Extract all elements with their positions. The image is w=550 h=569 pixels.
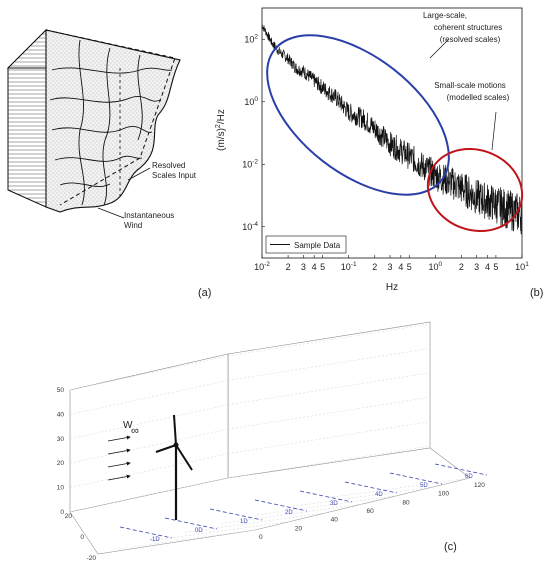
x-tick-label: 40 <box>331 517 339 524</box>
z-tick-label: 40 <box>57 411 65 418</box>
x-tick-label: 120 <box>474 482 485 489</box>
x-tick-label: 3 <box>301 262 306 272</box>
resolved-label-2: Scales Input <box>152 171 197 180</box>
wind-label-2: Wind <box>124 221 142 230</box>
x-tick-label: 4 <box>398 262 403 272</box>
freestream-symbol: W <box>123 420 133 431</box>
x-tick-label: 100 <box>438 491 449 498</box>
y-axis-label: (m/s)2/Hz <box>215 109 227 151</box>
wind-arrow <box>107 448 131 455</box>
x-tick-label: 2 <box>459 262 464 272</box>
large-scale-label-2: coherent structures <box>434 23 502 32</box>
small-scale-label-2: (modelled scales) <box>447 93 510 102</box>
large-scale-label-1: Large-scale, <box>423 11 467 20</box>
freestream-subscript: ∞ <box>131 425 139 437</box>
grid-lines <box>69 323 471 550</box>
z-tick-label: 30 <box>57 436 65 443</box>
dashed-outline <box>45 29 176 206</box>
diameter-label: 0D <box>195 528 203 534</box>
wind-arrow <box>107 435 131 442</box>
plot-area <box>261 7 523 259</box>
x-tick-label: 10-1 <box>341 261 357 272</box>
large-scale-pointer <box>429 39 449 59</box>
y-tick-label: 10-2 <box>242 158 258 169</box>
diameter-line <box>209 508 263 521</box>
x-tick-label: 2 <box>372 262 377 272</box>
diameter-line <box>434 463 488 476</box>
small-scale-label-1: Small-scale motions <box>434 81 506 90</box>
y-tick-label: -20 <box>87 555 97 562</box>
x-tick-label: 0 <box>259 534 263 541</box>
series-line-sample-data <box>261 24 523 235</box>
wind-label-1: Instantaneous <box>124 211 174 220</box>
z-tick-label: 50 <box>57 387 65 394</box>
diameter-line <box>389 472 443 485</box>
freestream-arrows <box>107 435 131 481</box>
diameter-label: 4D <box>375 492 383 498</box>
diameter-label: 5D <box>420 483 428 489</box>
x-tick-label: 80 <box>402 499 410 506</box>
turbine-blade-right <box>175 444 193 471</box>
x-tick-label: 5 <box>320 262 325 272</box>
panel-a-wind-box-diagram: Resolved Scales Input Instantaneous Wind… <box>6 28 211 299</box>
x-tick-label: 2 <box>286 262 291 272</box>
rotor-diameter-lines: -1D 0D 1D 2D 3D 4D 5D 6D <box>119 463 488 543</box>
y-tick-label: 20 <box>65 513 73 520</box>
z-tick-label: 10 <box>57 485 65 492</box>
diameter-line <box>299 490 353 503</box>
wind-arrow <box>107 474 131 481</box>
diameter-line <box>119 526 173 539</box>
panel-c-label: (c) <box>444 541 457 553</box>
resolved-pointer <box>127 167 151 181</box>
turbine-blade-left <box>155 444 177 453</box>
panel-b-label: (b) <box>530 287 543 299</box>
diameter-label: 1D <box>240 519 248 525</box>
wind-turbine <box>155 414 193 520</box>
wind-arrow <box>107 461 131 468</box>
wind-pointer <box>97 207 125 219</box>
large-scale-ellipse <box>266 34 450 196</box>
y-tick-label: 10-4 <box>242 221 258 232</box>
y-tick-label: 0 <box>80 534 84 541</box>
panel-b-spectrum-chart: 10-2 2 3 4 5 10-1 2 3 4 5 100 2 3 4 5 10110-410-2100102… <box>215 7 543 299</box>
x-tick-label: 3 <box>474 262 479 272</box>
small-scale-pointer <box>491 111 497 151</box>
y-tick-label: 102 <box>244 33 258 44</box>
panel-a-label: (a) <box>198 287 211 299</box>
diameter-line <box>164 517 218 530</box>
z-tick-label: 0 <box>60 509 64 516</box>
x-tick-label: 5 <box>407 262 412 272</box>
z-tick-label: 20 <box>57 460 65 467</box>
x-tick-label: 20 <box>295 525 303 532</box>
diameter-label: 6D <box>465 474 473 480</box>
x-tick-label: 4 <box>485 262 490 272</box>
diameter-label: 3D <box>330 501 338 507</box>
flow-lines <box>49 39 173 206</box>
diameter-line <box>254 499 308 512</box>
large-scale-label-3: (resolved scales) <box>440 35 501 44</box>
x-tick-label: 100 <box>429 261 443 272</box>
x-axis-label: Hz <box>386 282 398 293</box>
y-tick-label: 100 <box>244 96 258 107</box>
resolved-scales-region <box>45 29 181 213</box>
legend-box <box>265 235 347 254</box>
legend-entry-sample-data: Sample Data <box>294 241 341 250</box>
x-tick-label: 5 <box>493 262 498 272</box>
x-tick-label: 4 <box>312 262 317 272</box>
x-tick-label: 60 <box>367 508 375 515</box>
small-scale-ellipse <box>426 147 524 233</box>
diameter-label: 2D <box>285 510 293 516</box>
resolved-label-1: Resolved <box>152 161 185 170</box>
x-tick-label: 3 <box>388 262 393 272</box>
diameter-label: -1D <box>150 537 160 543</box>
diameter-line <box>344 481 398 494</box>
turbine-blade-up <box>173 414 177 446</box>
x-tick-label: 101 <box>515 261 529 272</box>
turbine-hub <box>173 442 179 448</box>
x-tick-label: 10-2 <box>254 261 270 272</box>
